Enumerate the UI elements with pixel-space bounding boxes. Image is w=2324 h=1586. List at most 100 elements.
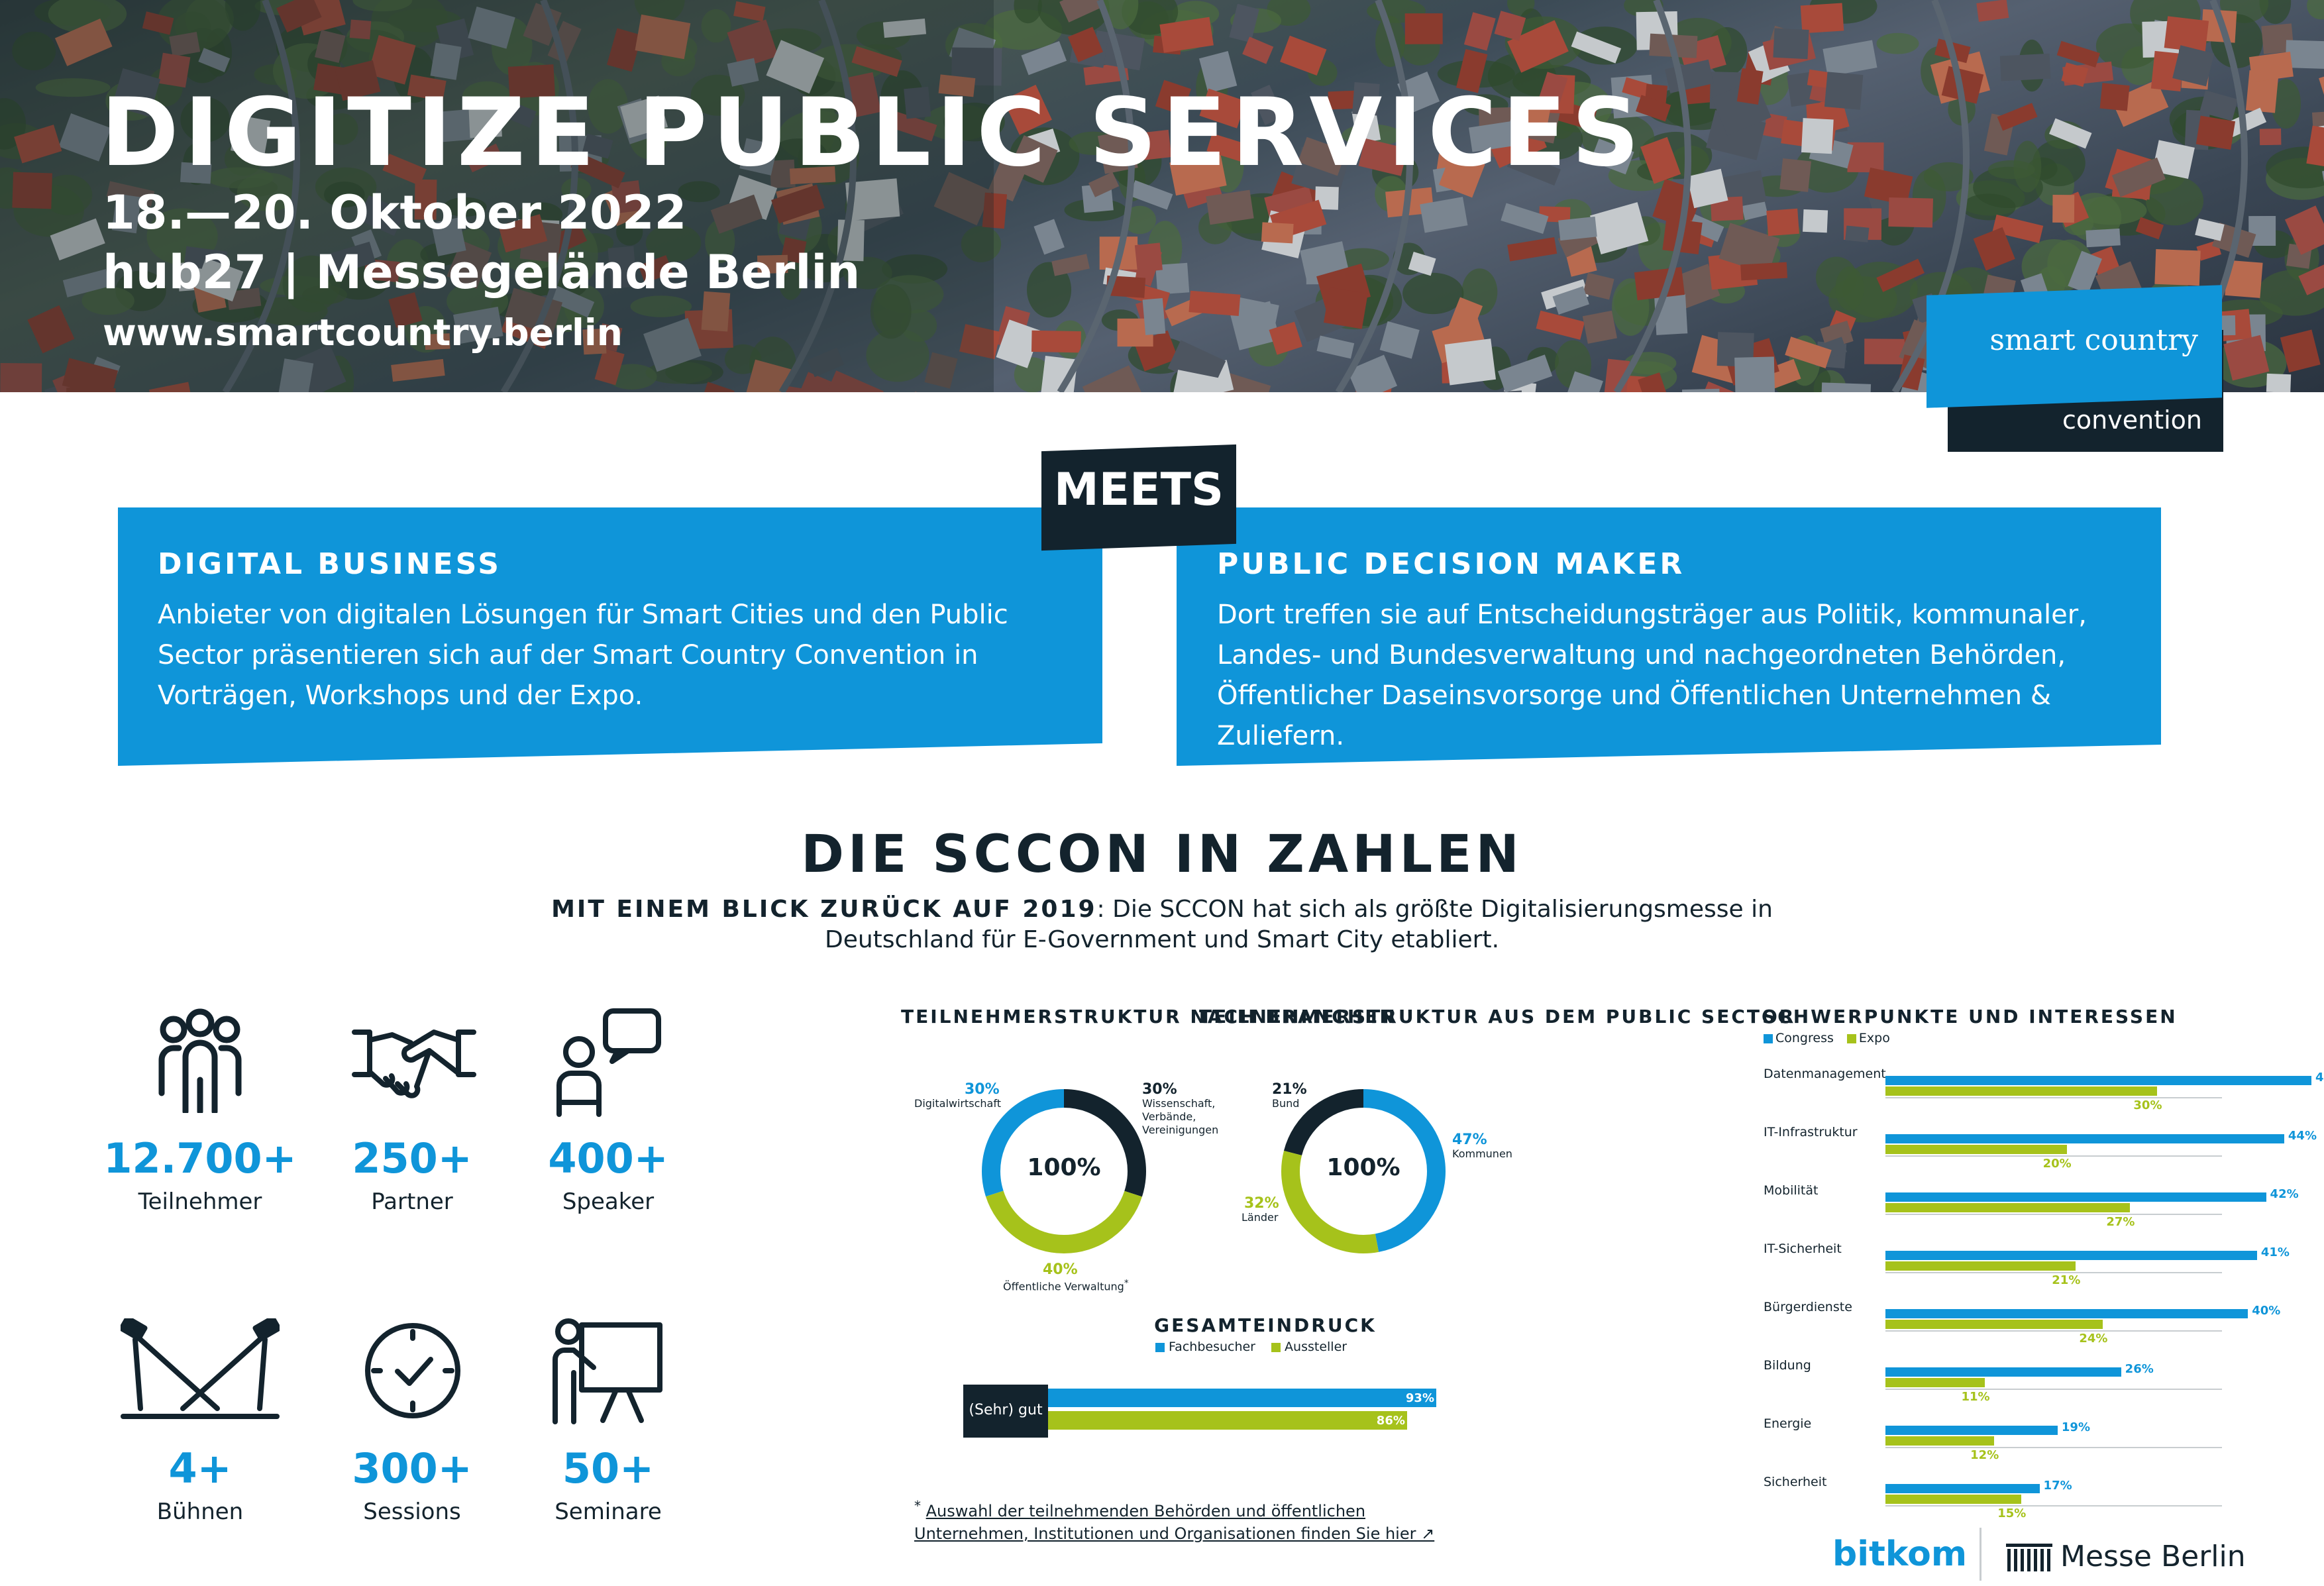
house-roof bbox=[62, 269, 111, 297]
house-roof bbox=[407, 74, 447, 101]
house-roof bbox=[1821, 382, 1872, 392]
gesamt-category-label: (Sehr) gut bbox=[969, 1402, 1043, 1418]
tree-canopy bbox=[961, 226, 1002, 262]
interest-baseline bbox=[1885, 1214, 2222, 1215]
interest-bar-congress bbox=[1885, 1484, 2040, 1493]
house-roof bbox=[1188, 290, 1241, 317]
gesamt-category-box bbox=[963, 1385, 1048, 1438]
house-roof bbox=[2195, 218, 2225, 241]
interest-pct-congress: 40% bbox=[2252, 1304, 2281, 1318]
house-roof bbox=[2298, 260, 2324, 295]
house-roof bbox=[1347, 354, 1398, 392]
bitkom-logo: bitkom bbox=[1832, 1534, 1967, 1574]
house-roof bbox=[58, 113, 111, 162]
house-roof bbox=[1740, 262, 1788, 281]
house-roof bbox=[1404, 13, 1443, 44]
house-roof bbox=[1420, 197, 1468, 233]
interest-pct-congress: 19% bbox=[2061, 1420, 2090, 1434]
house-roof bbox=[2111, 79, 2169, 127]
house-roof bbox=[847, 72, 881, 117]
interest-bar-expo bbox=[1885, 1320, 2103, 1329]
interest-pct-congress: 17% bbox=[2043, 1479, 2072, 1493]
house-roof bbox=[149, 382, 191, 392]
digital-business-title: DIGITAL BUSINESS bbox=[158, 547, 502, 581]
house-roof bbox=[1506, 150, 1561, 186]
interest-pct-expo: 15% bbox=[1997, 1507, 2027, 1520]
house-roof bbox=[1229, 3, 1259, 43]
house-roof bbox=[582, 133, 613, 159]
house-roof bbox=[468, 6, 515, 49]
interest-bar-expo bbox=[1885, 1378, 1985, 1387]
house-roof bbox=[465, 143, 503, 173]
house-roof bbox=[635, 14, 691, 60]
house-roof bbox=[1636, 95, 1671, 122]
tree-canopy bbox=[48, 0, 127, 34]
house-roof bbox=[1558, 216, 1597, 241]
interest-pct-expo: 21% bbox=[2052, 1273, 2081, 1287]
house-roof bbox=[498, 214, 548, 253]
house-roof bbox=[0, 363, 42, 392]
house-roof bbox=[2225, 260, 2263, 298]
donut2-label-laender: Länder bbox=[1241, 1211, 1279, 1224]
house-roof bbox=[1876, 258, 1925, 292]
house-roof bbox=[733, 1, 766, 22]
street bbox=[1057, 0, 1135, 392]
tree-canopy bbox=[690, 74, 745, 116]
footnote-star: * bbox=[914, 1498, 921, 1514]
house-roof bbox=[1171, 370, 1226, 392]
interests-legend: Congress Expo bbox=[1764, 1031, 1890, 1045]
legend-congress-swatch bbox=[1764, 1033, 1773, 1043]
stat-sessions-value: 300+ bbox=[352, 1444, 472, 1493]
interest-baseline bbox=[1885, 1447, 2222, 1448]
tree-canopy bbox=[302, 285, 348, 305]
house-roof bbox=[845, 178, 900, 221]
house-roof bbox=[1976, 0, 2009, 22]
house-roof bbox=[1536, 310, 1585, 340]
house-roof bbox=[807, 347, 845, 378]
house-roof bbox=[1408, 251, 1436, 276]
hero-title: DIGITIZE PUBLIC SERVICES bbox=[101, 78, 1645, 187]
donut1-label-oeff-text: Öffentliche Verwaltung bbox=[1003, 1280, 1124, 1293]
intro-bold: MIT EINEM BLICK ZURÜCK AUF 2019 bbox=[551, 896, 1097, 923]
interest-pct-congress: 26% bbox=[2125, 1362, 2154, 1376]
tree-canopy bbox=[2076, 196, 2147, 225]
interest-label: Datenmanagement bbox=[1764, 1067, 1886, 1081]
interests-title: SCHWERPUNKTE UND INTERESSEN bbox=[1762, 1006, 2178, 1028]
interest-label: Mobilität bbox=[1764, 1183, 1819, 1198]
house-roof bbox=[1785, 337, 1832, 369]
house-roof bbox=[231, 115, 271, 157]
house-roof bbox=[1448, 297, 1483, 336]
interest-baseline bbox=[1885, 1097, 2222, 1098]
house-roof bbox=[2052, 194, 2075, 223]
house-roof bbox=[924, 352, 958, 389]
tree-canopy bbox=[2271, 79, 2301, 129]
street bbox=[222, 0, 300, 392]
house-roof bbox=[1688, 214, 1724, 242]
house-roof bbox=[1358, 138, 1408, 176]
house-roof bbox=[1583, 272, 1614, 300]
interest-pct-congress: 41% bbox=[2260, 1245, 2290, 1259]
donut1-title: TEILNEHMERSTRUKTUR NACH BRANCHEN bbox=[901, 1006, 1397, 1028]
house-roof bbox=[1888, 197, 1933, 228]
hero-shade bbox=[0, 0, 994, 392]
house-roof bbox=[951, 47, 1002, 86]
legend-fachbesucher-swatch bbox=[1155, 1342, 1165, 1352]
tree-canopy bbox=[237, 172, 299, 211]
gesamt-legend: Fachbesucher Aussteller bbox=[1155, 1340, 1347, 1354]
footnote-link[interactable]: Auswahl der teilnehmenden Behörden und ö… bbox=[914, 1502, 1435, 1543]
interest-label: Energie bbox=[1764, 1416, 1812, 1431]
house-roof bbox=[2284, 205, 2324, 255]
tree-canopy bbox=[588, 79, 629, 134]
tree-canopy bbox=[645, 224, 702, 262]
house-roof bbox=[766, 40, 825, 94]
tree-canopy bbox=[35, 78, 111, 97]
house-roof bbox=[54, 18, 113, 66]
house-roof bbox=[335, 60, 381, 101]
hero-url[interactable]: www.smartcountry.berlin bbox=[103, 311, 623, 354]
house-roof bbox=[1141, 129, 1172, 160]
house-roof bbox=[2164, 16, 2209, 53]
house-roof bbox=[1652, 178, 1703, 229]
donut2-chart bbox=[1281, 1089, 1446, 1253]
house-roof bbox=[169, 31, 201, 57]
house-roof bbox=[1864, 167, 1913, 206]
